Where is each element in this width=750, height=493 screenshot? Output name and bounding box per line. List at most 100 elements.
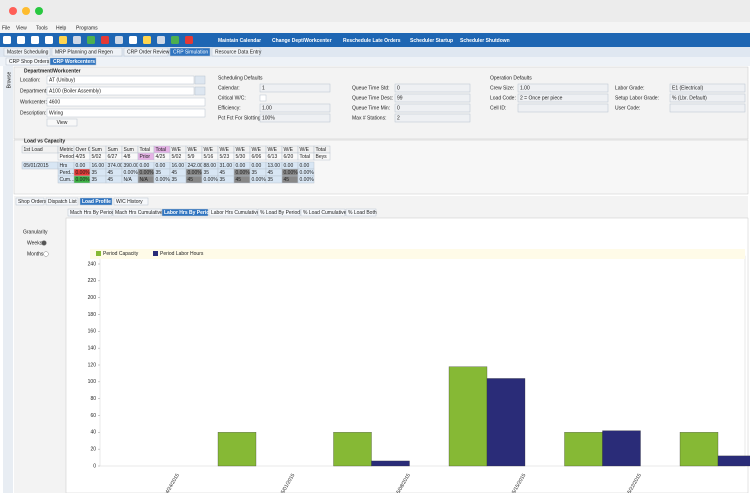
bar xyxy=(333,432,372,467)
field-value: Wiring xyxy=(49,110,63,116)
radio-button[interactable] xyxy=(43,251,49,257)
table-cell-value: 35 xyxy=(204,170,210,176)
sub-tab-label: CRP Shop Orders xyxy=(9,59,50,65)
field-input[interactable] xyxy=(669,83,746,93)
bar xyxy=(486,378,526,467)
field-input[interactable] xyxy=(259,103,331,113)
module-tab[interactable] xyxy=(169,47,211,57)
toolbar-button[interactable]: Reschedule Late Orders xyxy=(343,38,401,44)
field-input[interactable] xyxy=(46,97,206,107)
table-cell-value: 0.00% xyxy=(156,177,171,183)
side-tab[interactable]: Browse xyxy=(6,71,12,88)
field-input[interactable] xyxy=(669,93,746,103)
dropdown[interactable] xyxy=(194,86,206,96)
toolbar-icon[interactable] xyxy=(73,36,81,44)
field-label: Calendar: xyxy=(218,85,240,91)
menu-item[interactable]: Help xyxy=(56,25,67,31)
field-input[interactable] xyxy=(394,103,471,113)
field-value: 4600 xyxy=(49,99,60,105)
radio-label[interactable]: Months xyxy=(27,251,44,257)
table-header-label: 1st Load xyxy=(24,147,43,153)
toolbar-icon[interactable] xyxy=(87,36,95,44)
field-input[interactable] xyxy=(394,93,471,103)
radio-button[interactable] xyxy=(41,240,47,246)
zoom-button[interactable] xyxy=(35,7,43,15)
profile-tab[interactable] xyxy=(112,208,162,217)
module-tab-label: CRP Simulation xyxy=(173,49,208,55)
bottom-tab[interactable] xyxy=(15,197,45,206)
menu-item[interactable]: View xyxy=(16,25,27,31)
field-input[interactable] xyxy=(259,113,331,123)
toolbar-icon[interactable] xyxy=(3,36,11,44)
toolbar-icon[interactable] xyxy=(101,36,109,44)
bottom-tab[interactable] xyxy=(45,197,79,206)
field-input[interactable] xyxy=(394,113,471,123)
field-label: Load Code: xyxy=(490,95,516,101)
field-value: AT (Unibuy) xyxy=(49,77,76,83)
checkbox[interactable] xyxy=(259,94,267,102)
field-input[interactable] xyxy=(517,83,609,93)
bar xyxy=(679,432,719,467)
sub-tab[interactable] xyxy=(5,57,49,66)
toolbar-icon[interactable] xyxy=(129,36,137,44)
field-label: Pct Fct For Slotting: xyxy=(218,115,262,121)
field-label: Queue Time Min: xyxy=(352,105,390,111)
field-input[interactable] xyxy=(259,83,331,93)
toolbar-button[interactable]: Scheduler Startup xyxy=(410,38,453,44)
view-button[interactable] xyxy=(46,118,78,127)
table-cell-value: 0.00 xyxy=(284,163,294,169)
module-tab[interactable] xyxy=(211,47,261,57)
module-tab[interactable] xyxy=(3,47,51,57)
toolbar-icon[interactable] xyxy=(59,36,67,44)
bottom-tab[interactable] xyxy=(113,197,149,206)
profile-tab-label: Mach Hrs By Period xyxy=(70,210,115,216)
toolbar-button[interactable]: Change Dept/Workcenter xyxy=(272,38,332,44)
module-tab[interactable] xyxy=(123,47,169,57)
minimize-button[interactable] xyxy=(22,7,30,15)
field-label: Workcenter: xyxy=(20,99,47,105)
toolbar-icon[interactable] xyxy=(157,36,165,44)
bar xyxy=(371,460,410,467)
profile-tab[interactable] xyxy=(67,208,113,217)
field-input[interactable] xyxy=(669,103,746,113)
profile-tab[interactable] xyxy=(161,208,209,217)
profile-tab[interactable] xyxy=(345,208,377,217)
field-input[interactable] xyxy=(517,93,609,103)
profile-tab[interactable] xyxy=(300,208,346,217)
toolbar-button[interactable]: Maintain Calendar xyxy=(218,38,261,44)
field-input[interactable] xyxy=(46,75,195,85)
field-input[interactable] xyxy=(517,103,609,113)
bar xyxy=(448,366,488,467)
profile-tab[interactable] xyxy=(208,208,258,217)
radio-label[interactable]: Weeks xyxy=(27,240,43,246)
sub-tab[interactable] xyxy=(49,57,97,66)
profile-tab-label: Mach Hrs Cumulative xyxy=(115,210,163,216)
field-input[interactable] xyxy=(46,108,206,118)
toolbar-icon[interactable] xyxy=(31,36,39,44)
profile-tab[interactable] xyxy=(257,208,301,217)
menu-item[interactable]: File xyxy=(2,25,10,31)
toolbar-icon[interactable] xyxy=(115,36,123,44)
field-value: 99 xyxy=(397,95,403,101)
close-button[interactable] xyxy=(9,7,17,15)
toolbar-icon[interactable] xyxy=(185,36,193,44)
table-header-label: 5/30 xyxy=(236,154,246,160)
table-cell-value: 31.00 xyxy=(220,163,233,169)
menu-item[interactable]: Tools xyxy=(36,25,48,31)
dropdown[interactable] xyxy=(194,75,206,85)
toolbar-icon[interactable] xyxy=(143,36,151,44)
field-input[interactable] xyxy=(394,83,471,93)
field-input[interactable] xyxy=(46,86,195,96)
table-header-label: 5/02 xyxy=(92,154,102,160)
plot-area xyxy=(99,255,746,467)
field-label: Cell ID: xyxy=(490,105,506,111)
table-header-label: 5/9 xyxy=(188,154,195,160)
table-header-label: W/E xyxy=(236,147,246,153)
toolbar-icon[interactable] xyxy=(17,36,25,44)
menu-item[interactable]: Programs xyxy=(76,25,98,31)
module-tab[interactable] xyxy=(51,47,123,57)
toolbar-icon[interactable] xyxy=(45,36,53,44)
toolbar-button[interactable]: Scheduler Shutdown xyxy=(460,38,510,44)
toolbar-icon[interactable] xyxy=(171,36,179,44)
bottom-tab[interactable] xyxy=(79,197,113,206)
